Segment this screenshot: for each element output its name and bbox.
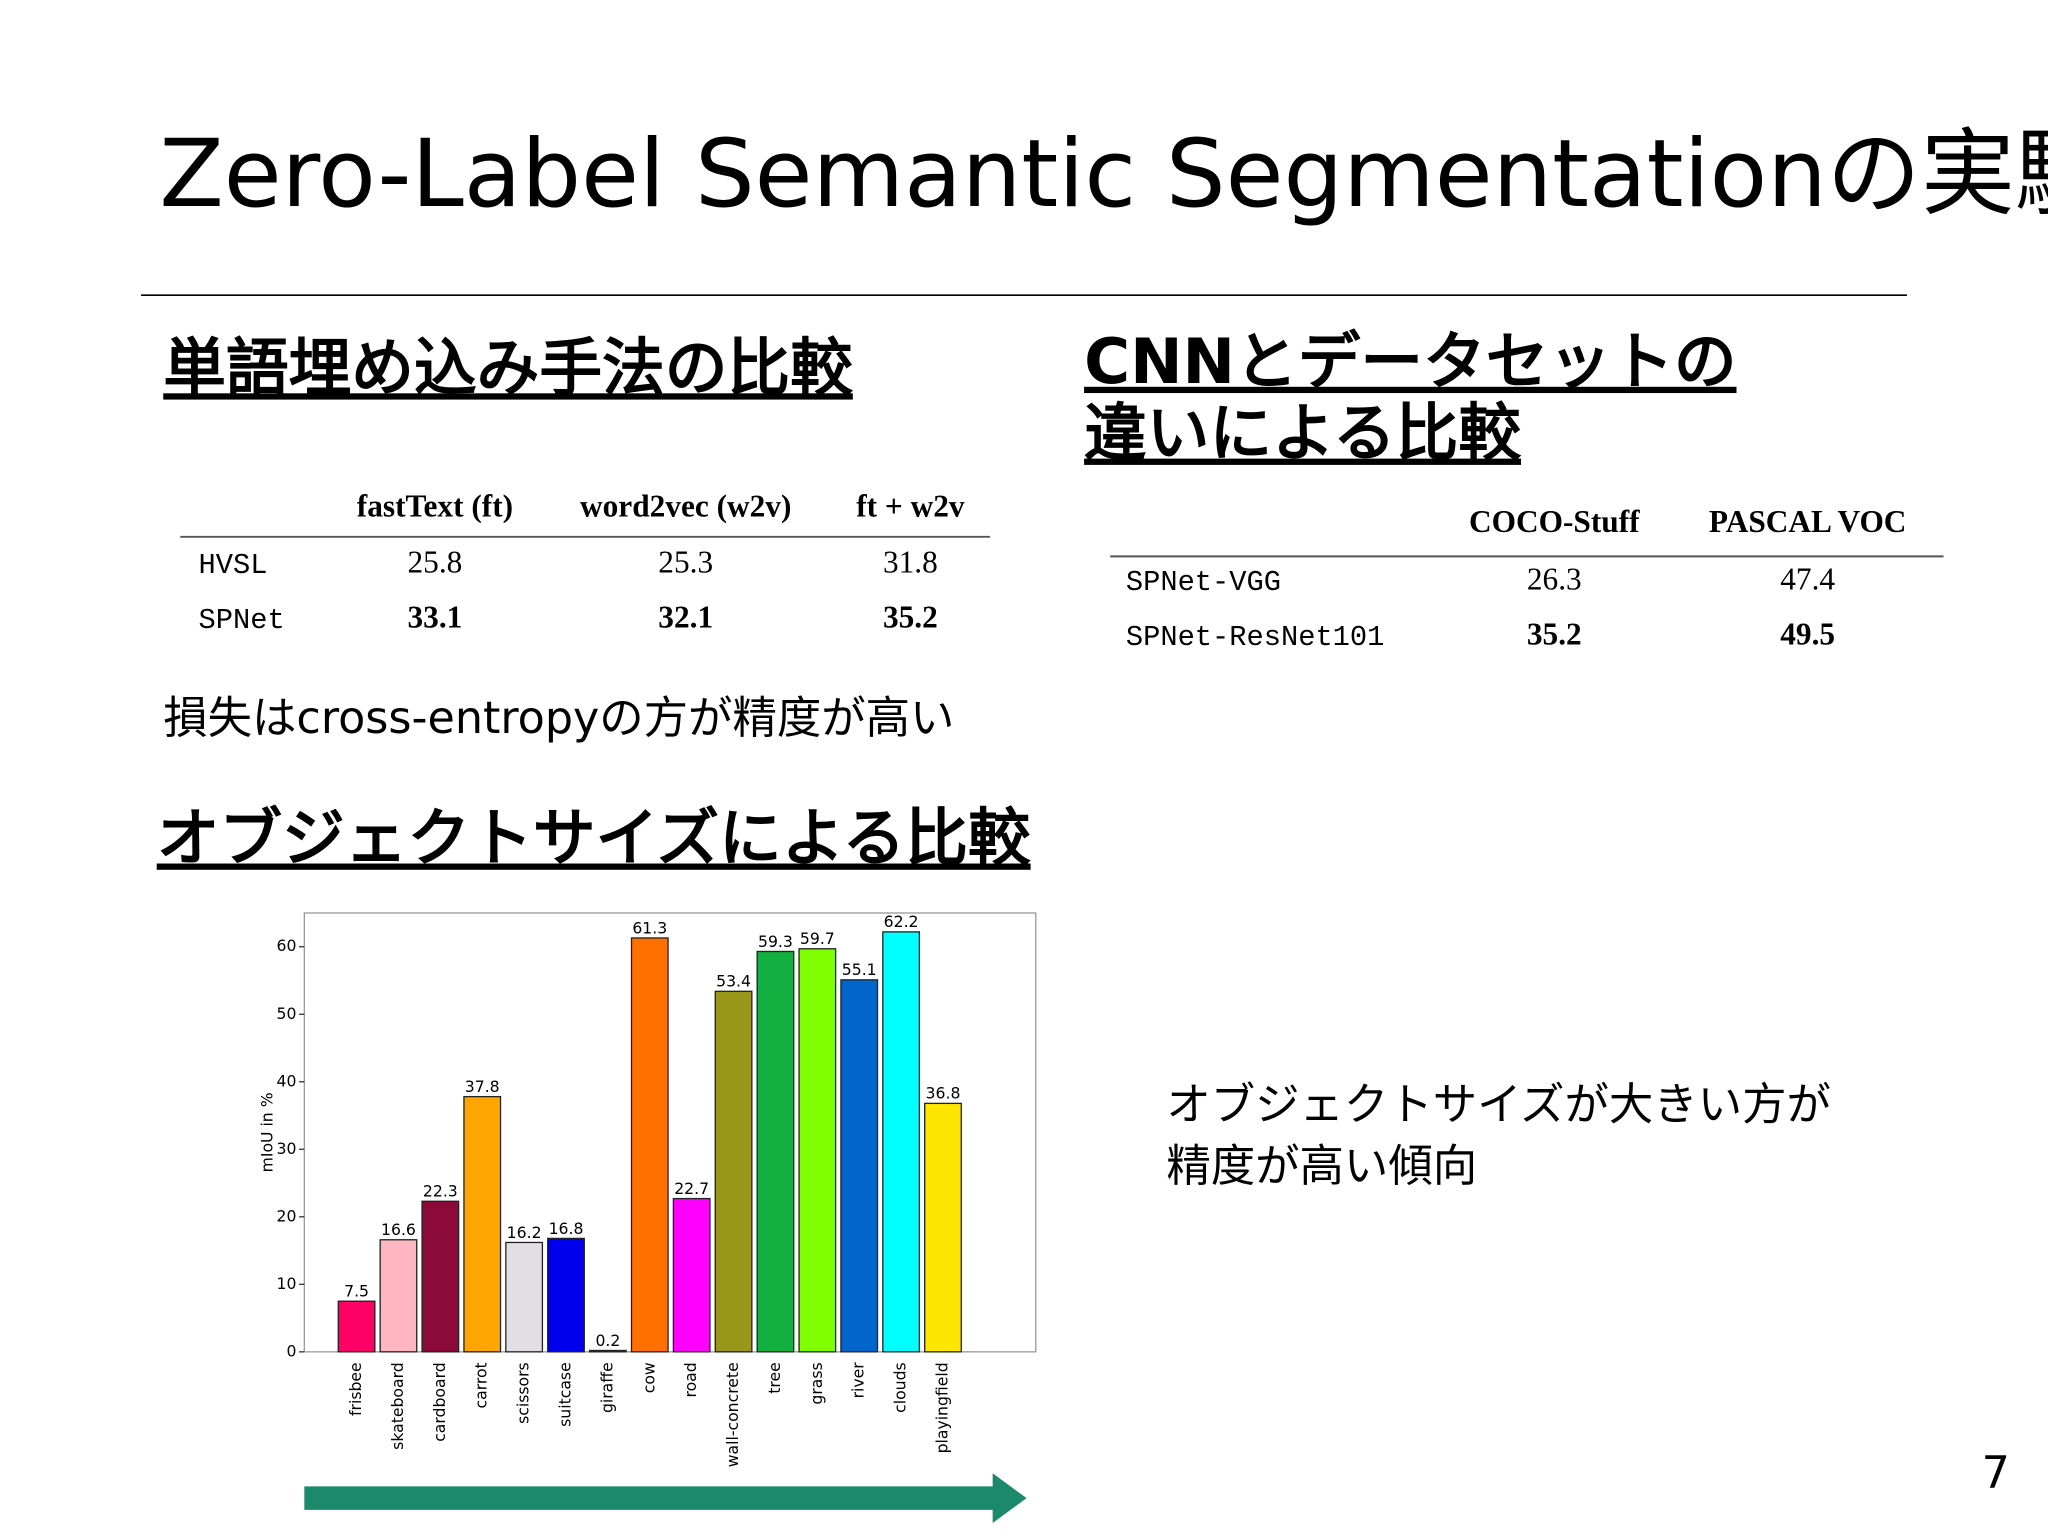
row-label: SPNet-ResNet101 [1126,621,1385,654]
x-tick-label: clouds [891,1362,910,1413]
table-cell: 35.2 [883,600,938,635]
bar [840,979,879,1353]
y-tick-label: 30 [277,1139,297,1158]
bar [421,1200,460,1353]
x-tick-label: suitcase [556,1362,575,1427]
note: 精度が高い傾向 [1166,1141,1477,1192]
y-tick-label: 40 [277,1071,297,1090]
table-cell: 33.1 [408,600,463,635]
x-tick-label: wall-concrete [723,1362,742,1467]
table-cell: 26.3 [1527,562,1582,597]
y-tick-label: 20 [277,1206,297,1225]
y-tick-label: 60 [277,936,297,955]
value-label: 61.3 [632,918,667,937]
bar [547,1237,585,1353]
x-tick-label: grass [807,1362,826,1404]
value-label: 36.8 [926,1084,961,1103]
x-tick-label: giraffe [597,1362,616,1413]
value-label: 55.1 [842,960,877,979]
y-tick-label: 0 [287,1341,297,1360]
value-label: 16.6 [381,1220,416,1239]
slide-title: Zero-Label Semantic Segmentationの実験 [159,120,2048,229]
column-header: COCO-Stuff [1469,504,1640,539]
x-tick-label: playingfield [932,1362,951,1453]
section-heading: オブジェクトサイズによる比較 [157,802,1031,875]
column-header: fastText (ft) [357,489,513,524]
note: 損失はcross-entropyの方が精度が高い [163,693,954,744]
page-number: 7 [1982,1448,2010,1499]
section-heading: CNNとデータセットの [1084,325,1736,398]
value-label: 16.8 [549,1219,584,1238]
value-label: 16.2 [507,1223,542,1242]
bar [924,1102,962,1353]
table-cell: 49.5 [1780,617,1835,652]
bar [505,1241,544,1353]
row-label: HVSL [199,549,268,582]
arrow-head [992,1473,1027,1523]
bar [630,937,669,1353]
bar [798,948,837,1353]
x-tick-label: cow [639,1362,658,1393]
y-tick-label: 10 [277,1274,297,1293]
column-header: word2vec (w2v) [580,489,791,524]
table-cell: 25.3 [658,545,713,580]
note: オブジェクトサイズが大きい方が [1166,1080,1831,1131]
bar [714,990,753,1353]
x-tick-label: skateboard [388,1362,407,1450]
bar [588,1349,627,1353]
bar [672,1197,711,1353]
y-tick-label: 50 [277,1004,297,1023]
value-label: 37.8 [465,1077,500,1096]
section-heading: 単語埋め込み手法の比較 [163,331,853,404]
x-tick-label: frisbee [346,1362,365,1416]
value-label: 7.5 [344,1282,369,1301]
table-cell: 47.4 [1780,562,1835,597]
x-tick-label: tree [765,1362,784,1394]
bar [379,1239,418,1353]
row-label: SPNet [199,604,285,637]
plot-area [303,912,1037,1353]
row-label: SPNet-VGG [1126,566,1281,599]
section-heading: 違いによる比較 [1084,397,1521,470]
bar [756,950,795,1353]
table-cell: 32.1 [658,600,713,635]
column-header: ft + w2v [856,489,965,524]
value-label: 22.7 [674,1179,709,1198]
x-tick-label: river [849,1362,868,1399]
value-label: 59.7 [800,929,835,948]
x-tick-label: scissors [514,1362,533,1424]
bar [463,1095,502,1353]
value-label: 62.2 [884,912,919,931]
y-axis-label: mIoU in % [257,1092,276,1172]
table-cell: 31.8 [883,545,938,580]
table-cell: 25.8 [408,545,463,580]
table-cell: 35.2 [1527,617,1582,652]
value-label: 59.3 [758,932,793,951]
value-label: 53.4 [716,972,751,991]
value-label: 22.3 [423,1182,458,1201]
x-tick-label: cardboard [430,1362,449,1442]
x-tick-label: carrot [472,1362,491,1408]
x-tick-label: road [681,1362,700,1397]
bar [337,1300,376,1353]
column-header: PASCAL VOC [1709,504,1907,539]
bar [882,931,921,1353]
value-label: 0.2 [595,1331,620,1350]
